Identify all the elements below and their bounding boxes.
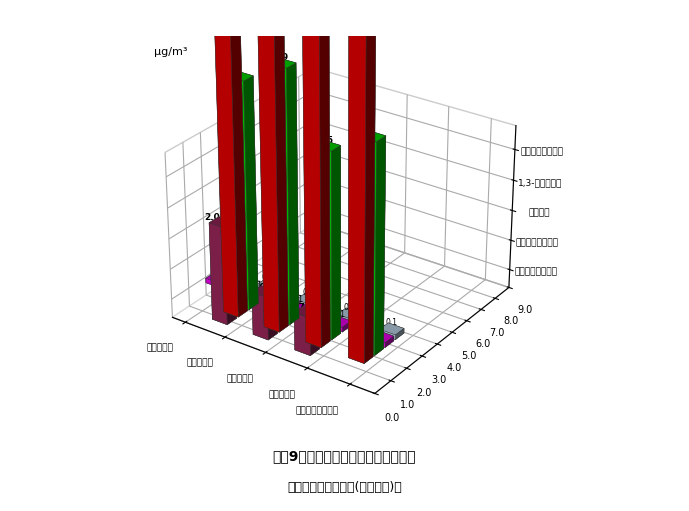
Text: μg/m³: μg/m³ [154, 48, 187, 57]
Text: （揮発性有機化合物(非塩素系)）: （揮発性有機化合物(非塩素系)） [287, 480, 402, 494]
Text: 平成9年度有害大気汚染物質年平均値: 平成9年度有害大気汚染物質年平均値 [273, 449, 416, 463]
